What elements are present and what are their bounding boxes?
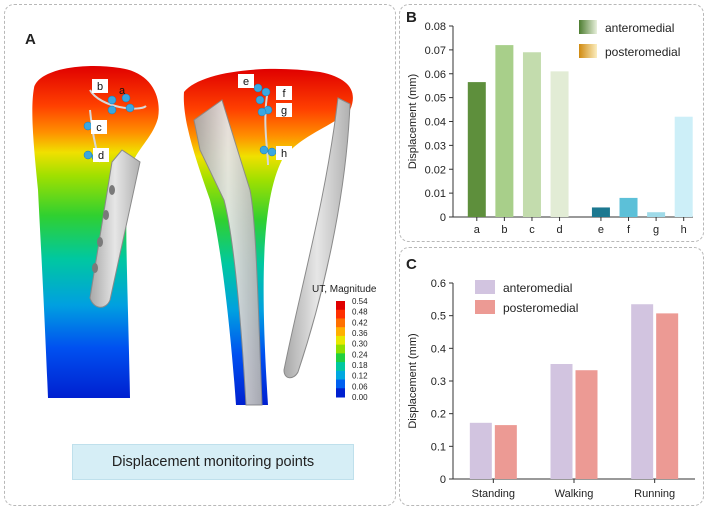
colorbar-tick-label: 0.18 (352, 361, 368, 370)
caption-box: Displacement monitoring points (72, 444, 354, 480)
point-label-e: e (243, 76, 249, 88)
caption-text: Displacement monitoring points (111, 454, 315, 470)
panel-a-label: A (25, 31, 36, 48)
x-tick-label: d (556, 224, 562, 236)
chart-c: 0 0.1 0.2 0.3 0.4 0.5 0.6 Displacement (mm) Stan… (407, 278, 695, 500)
legend-swatch-posteromedial (475, 300, 495, 314)
legend-label-anteromedial: anteromedial (503, 281, 572, 295)
y-axis-label: Displacement (mm) (407, 333, 419, 428)
colorbar-tick-label: 0.48 (352, 308, 368, 317)
colorbar-segment (336, 318, 345, 328)
point-label-h: h (281, 148, 287, 160)
bar-c (522, 52, 541, 218)
bar-g (647, 212, 666, 217)
bar-standing-posteromedial (494, 425, 517, 479)
y-tick-label: 0.03 (425, 140, 446, 152)
x-tick-label: f (627, 224, 631, 236)
plate-left (89, 149, 141, 308)
y-tick-label: 0.02 (425, 164, 446, 176)
y-tick-label: 0.08 (425, 21, 446, 33)
bar-h (674, 116, 693, 217)
bar-walking-anteromedial (550, 364, 573, 479)
colorbar-segment (336, 335, 345, 346)
colorbar-segment (336, 370, 345, 381)
colorbar-tick-label: 0.30 (352, 340, 368, 349)
x-tick-label: Running (634, 488, 675, 500)
legend-label-posteromedial: posteromedial (605, 45, 680, 59)
colorbar-tick-label: 0.24 (352, 350, 368, 359)
colorbar-segment (336, 379, 345, 389)
point-label-b: b (97, 81, 103, 93)
bar-running-anteromedial (631, 304, 654, 479)
bar-d (550, 71, 569, 217)
legend-label-anteromedial: anteromedial (605, 21, 674, 35)
panel-c: C (399, 247, 704, 506)
y-tick-label: 0.04 (425, 117, 446, 129)
y-tick-label: 0.3 (431, 376, 446, 388)
y-tick-label: 0.01 (425, 188, 446, 200)
panel-b: B (399, 4, 704, 242)
x-tick-label: c (529, 224, 535, 236)
colorbar-tick-label: 0.00 (352, 393, 368, 402)
colorbar-title: UT, Magnitude (312, 284, 377, 295)
plate-right-medial (193, 99, 263, 406)
x-tick-label: b (501, 224, 507, 236)
tibia-left (32, 66, 159, 398)
point-label-c: c (96, 122, 102, 134)
colorbar-segment (336, 309, 345, 319)
y-axis-label: Displacement (mm) (407, 74, 419, 169)
bar-e (591, 207, 610, 217)
y-tick-label: 0 (440, 212, 446, 224)
point-label-g: g (281, 105, 287, 117)
bar-standing-anteromedial (469, 422, 492, 479)
x-tick-label: h (681, 224, 687, 236)
colorbar-segment (336, 388, 345, 398)
colorbar: 0.54 0.480.42 0.36 0.300.24 0.18 0.120.06 0.00 (336, 297, 368, 402)
bar-running-posteromedial (656, 313, 679, 479)
point-label-f: f (282, 88, 286, 100)
y-tick-label: 0.07 (425, 45, 446, 57)
x-tick-label: g (653, 224, 659, 236)
x-tick-label: a (474, 224, 481, 236)
colorbar-segment (336, 344, 345, 354)
colorbar-tick-label: 0.54 (352, 297, 368, 306)
bar-f (619, 197, 638, 217)
colorbar-segment (336, 327, 345, 337)
point-label-d: d (98, 150, 104, 162)
y-tick-label: 0.6 (431, 278, 446, 290)
panel-b-label: B (406, 9, 417, 26)
legend-label-posteromedial: posteromedial (503, 301, 578, 315)
plate-right-lateral (283, 97, 351, 379)
point-label-a: a (119, 85, 126, 97)
legend-swatch-anteromedial (579, 20, 597, 34)
plate-left-holes (92, 185, 115, 273)
panel-c-label: C (406, 256, 417, 273)
y-tick-label: 0.1 (431, 441, 446, 453)
colorbar-segment (336, 301, 345, 311)
y-tick-label: 0.2 (431, 409, 446, 421)
legend-swatch-posteromedial (579, 44, 597, 58)
colorbar-segment (336, 353, 345, 363)
colorbar-tick-label: 0.42 (352, 318, 368, 327)
point-labels: b a c d e f g h (91, 74, 292, 162)
x-tick-label: Walking (555, 488, 594, 500)
bar-b (495, 45, 514, 217)
chart-b: 0 0.01 0.02 0.03 0.04 0.05 0.06 0.07 0.08 Displac… (407, 20, 693, 236)
colorbar-tick-label: 0.36 (352, 329, 368, 338)
panel-a: A (4, 4, 396, 506)
bar-walking-posteromedial (575, 370, 598, 479)
bar-a (467, 82, 486, 217)
y-tick-label: 0.4 (431, 343, 446, 355)
colorbar-tick-label: 0.06 (352, 382, 368, 391)
x-tick-label: Standing (472, 488, 515, 500)
x-tick-label: e (598, 224, 604, 236)
colorbar-segment (336, 362, 345, 372)
y-tick-label: 0.06 (425, 69, 446, 81)
y-tick-label: 0 (440, 474, 446, 486)
y-tick-label: 0.05 (425, 93, 446, 105)
legend-swatch-anteromedial (475, 280, 495, 294)
colorbar-tick-label: 0.12 (352, 372, 368, 381)
y-tick-label: 0.5 (431, 311, 446, 323)
